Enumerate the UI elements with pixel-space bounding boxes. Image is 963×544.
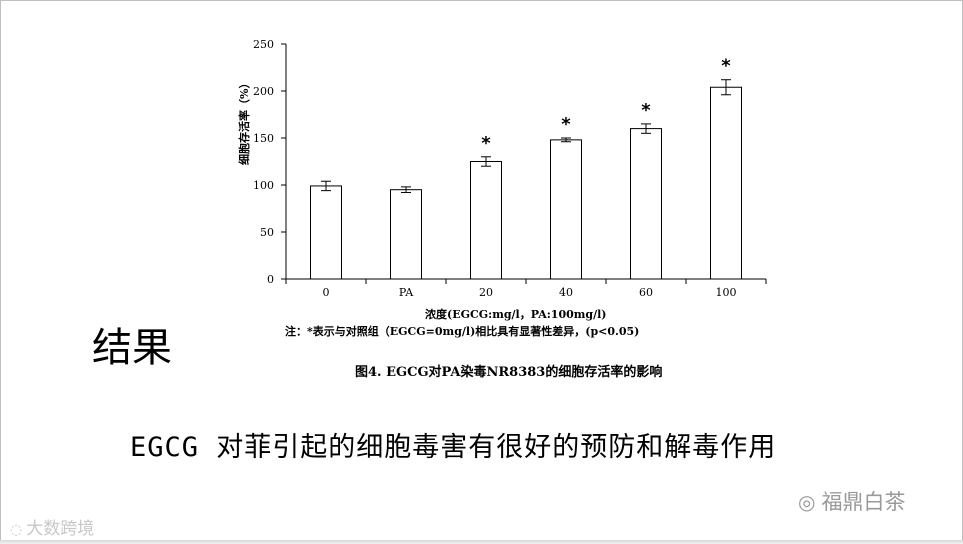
x-tick-label: PA — [399, 286, 414, 299]
bar-0 — [310, 185, 342, 280]
y-tick-label: 100 — [253, 179, 274, 192]
bar-40 — [550, 139, 582, 280]
figure-caption: 图4. EGCG对PA染毒NR8383的细胞存活率的影响 — [355, 365, 663, 380]
significance-mark: * — [721, 56, 731, 77]
y-tick-label: 50 — [260, 226, 274, 239]
y-tick-label: 250 — [253, 38, 274, 51]
x-tick-label: 20 — [479, 286, 493, 299]
wechat-icon: ◎ — [798, 490, 816, 514]
y-tick-label: 0 — [267, 273, 274, 286]
x-axis-label: 浓度(EGCG:mg/l，PA:100mg/l) — [425, 308, 607, 321]
x-tick-label: 0 — [323, 286, 330, 299]
y-tick-label: 200 — [253, 85, 274, 98]
significance-mark: * — [641, 100, 651, 121]
x-tick-label: 60 — [639, 286, 653, 299]
bar-100 — [710, 86, 742, 280]
y-tick-label: 150 — [253, 132, 274, 145]
section-title: 结果 — [92, 325, 172, 371]
significance-note: 注：*表示与对照组（EGCG=0mg/l)相比具有显著性差异，(p<0.05) — [285, 325, 640, 338]
y-axis-label: 细胞存活率（%） — [238, 77, 251, 165]
logo-icon: ◌ — [10, 522, 23, 538]
conclusion-text: EGCG 对菲引起的细胞毒害有很好的预防和解毒作用 — [130, 432, 777, 463]
x-tick-label: 100 — [716, 286, 737, 299]
significance-mark: * — [481, 133, 491, 154]
watermark-right: ◎ 福鼎白茶 — [798, 486, 905, 516]
watermark-left-text: 大数跨境 — [26, 519, 95, 539]
watermark-right-text: 福鼎白茶 — [821, 490, 906, 514]
bar-PA — [390, 189, 422, 280]
watermark-left: ◌ 大数跨境 — [10, 514, 94, 539]
slide-shadow — [0, 540, 963, 544]
significance-mark: * — [561, 114, 571, 135]
bar-20 — [470, 161, 502, 280]
bar-60 — [630, 128, 662, 280]
x-tick-label: 40 — [559, 286, 573, 299]
